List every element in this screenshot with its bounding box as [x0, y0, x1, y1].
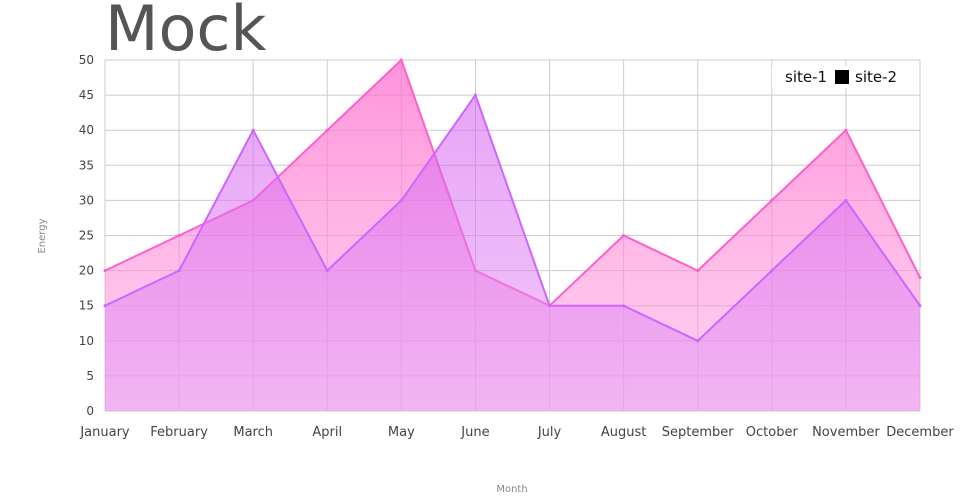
- y-tick-label: 50: [79, 53, 94, 67]
- x-tick-label: November: [812, 425, 880, 440]
- y-tick-label: 40: [79, 123, 94, 137]
- x-tick-label: December: [886, 425, 954, 440]
- series-areas: [103, 58, 922, 411]
- x-tick-label: June: [460, 425, 489, 440]
- point-site-2: [399, 198, 403, 202]
- x-axis-label: Month: [496, 484, 527, 495]
- point-site-2: [325, 269, 329, 273]
- x-tick-label: October: [746, 425, 799, 440]
- legend-label-site-2: site-2: [855, 68, 897, 86]
- point-site-2: [770, 269, 774, 273]
- point-site-1: [918, 276, 922, 280]
- x-axis-ticks: January February March April May June July Augu…: [79, 425, 954, 440]
- area-site-2: [105, 95, 920, 411]
- y-axis-label: Energy: [37, 218, 48, 253]
- y-tick-label: 5: [86, 369, 94, 383]
- x-tick-label: April: [312, 425, 342, 440]
- x-tick-label: July: [537, 425, 562, 440]
- y-tick-label: 10: [79, 334, 94, 348]
- y-tick-label: 30: [79, 193, 94, 207]
- point-site-1: [399, 58, 403, 62]
- legend-swatch-site-2: [835, 70, 849, 84]
- x-tick-label: August: [601, 425, 647, 440]
- point-site-2: [177, 269, 181, 273]
- point-site-1: [177, 234, 181, 237]
- y-axis-ticks: 0 5 10 15 20 25 30 35 40 45 50: [79, 53, 94, 418]
- line-site-2: [104, 92, 921, 342]
- y-tick-label: 15: [79, 299, 94, 313]
- point-site-2: [548, 304, 552, 308]
- x-tick-label: May: [388, 425, 415, 440]
- point-site-1: [325, 128, 329, 132]
- point-site-1: [844, 128, 848, 132]
- point-site-2: [103, 304, 107, 308]
- y-tick-label: 0: [86, 404, 94, 418]
- point-site-1: [622, 234, 626, 237]
- y-tick-label: 20: [79, 264, 94, 278]
- point-site-2: [918, 304, 922, 308]
- point-site-2: [251, 128, 255, 132]
- point-site-1: [770, 198, 774, 202]
- point-site-2: [473, 93, 477, 97]
- y-tick-label: 45: [79, 88, 94, 102]
- x-tick-label: September: [662, 425, 735, 440]
- point-site-2: [696, 339, 700, 343]
- point-site-2: [622, 304, 626, 308]
- x-tick-label: March: [233, 425, 273, 440]
- point-site-2: [844, 198, 848, 202]
- y-tick-label: 25: [79, 229, 94, 243]
- legend-label-site-1: site-1: [785, 68, 827, 86]
- x-tick-label: January: [79, 425, 130, 440]
- point-site-1: [103, 269, 107, 273]
- x-tick-label: February: [150, 425, 208, 440]
- y-tick-label: 35: [79, 158, 94, 172]
- point-site-1: [696, 269, 700, 273]
- legend: site-1 site-2: [772, 66, 908, 88]
- chart-title: Mock: [105, 0, 267, 65]
